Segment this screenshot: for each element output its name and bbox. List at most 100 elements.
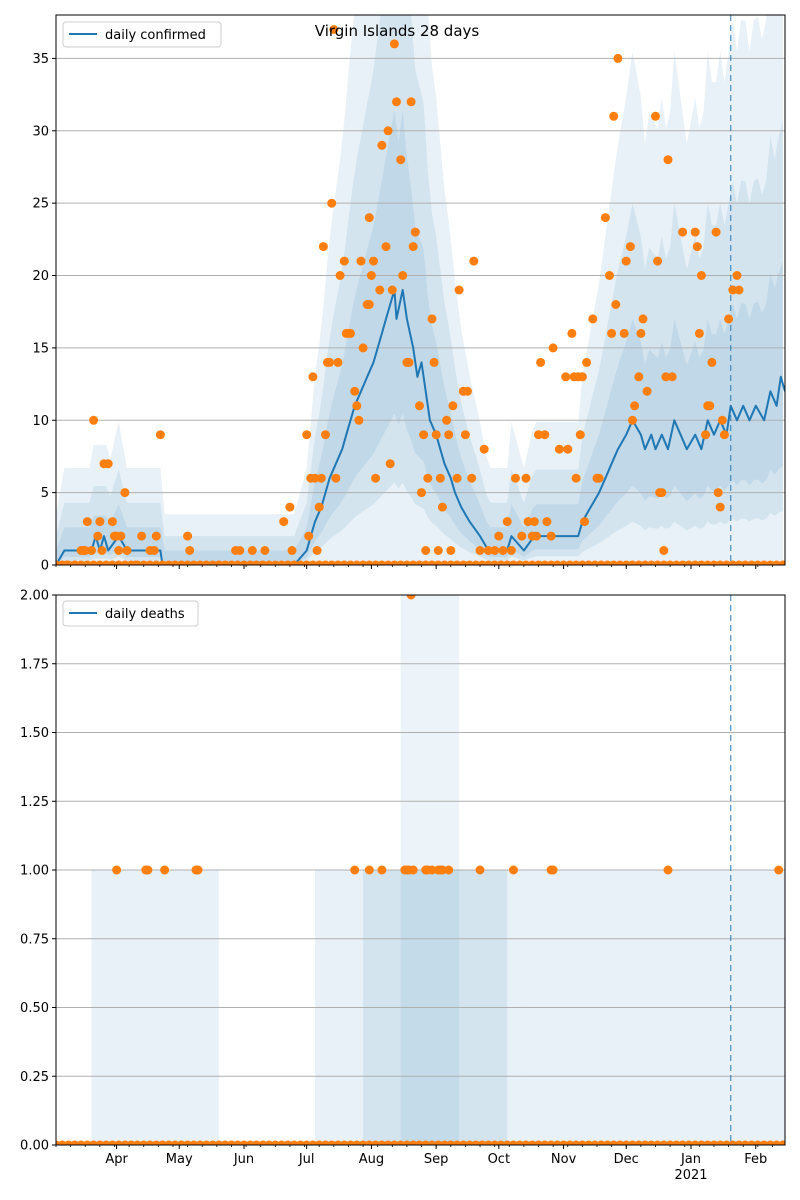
- confirmed-data-point: [582, 357, 592, 367]
- confirmed-data-point: [304, 531, 314, 541]
- confirmed-data-point: [308, 372, 318, 382]
- confirmed-data-point: [415, 401, 424, 411]
- confirmed-data-point: [444, 430, 454, 440]
- confirmed-data-point: [364, 300, 374, 309]
- confirmed-data-point: [437, 502, 447, 512]
- confirmed-data-point: [435, 473, 445, 483]
- confirmed-data-point: [575, 430, 585, 440]
- confirmed-data-point: [354, 415, 364, 425]
- deaths-legend-label: daily deaths: [105, 607, 185, 622]
- confirmed-data-point: [638, 314, 648, 324]
- deaths-data-point: [509, 865, 518, 875]
- confirmed-data-point: [719, 430, 729, 440]
- confirmed-data-point: [717, 415, 727, 425]
- deaths-data-point: [350, 865, 360, 875]
- confirmed-data-point: [657, 488, 667, 498]
- confirmed-data-point: [398, 271, 408, 280]
- deaths-y-tick-label: 1.25: [20, 795, 49, 810]
- x-tick-label-dec: Dec: [614, 1152, 639, 1167]
- confirmed-data-point: [659, 546, 669, 555]
- confirmed-data-point: [433, 546, 443, 555]
- confirmed-data-point: [385, 459, 395, 469]
- deaths-y-tick-label: 0.50: [20, 1001, 49, 1016]
- deaths-y-tick-label: 2.00: [20, 589, 49, 604]
- deaths-data-point: [112, 865, 122, 875]
- confirmed-data-point: [678, 227, 688, 237]
- confirmed-data-point: [692, 242, 702, 252]
- confirmed-data-point: [89, 415, 99, 425]
- confirmed-data-point: [314, 502, 324, 512]
- confirmed-data-point: [325, 357, 335, 367]
- confirmed-data-point: [475, 546, 485, 555]
- confirmed-data-point: [312, 546, 322, 555]
- confirmed-data-point: [421, 546, 431, 555]
- deaths-y-tick-label: 1.00: [20, 864, 49, 879]
- confirmed-data-point: [410, 227, 420, 237]
- confirmed-data-point: [335, 271, 345, 280]
- deaths-panel: 0.00 0.25 0.50 0.75 1.00 1.25 1.50 1.75 2.00 Apr…: [20, 589, 786, 1183]
- confirmed-data-point: [588, 314, 598, 324]
- confirmed-data-point: [467, 473, 477, 483]
- confirmed-data-point: [713, 488, 723, 498]
- x-tick-label-jul: Jul: [298, 1152, 315, 1167]
- deaths-legend-box: [62, 600, 199, 627]
- deaths-data-point: [774, 865, 784, 875]
- deaths-data-point: [427, 865, 437, 875]
- confirmed-y-tick-label: 0: [41, 559, 49, 574]
- confirmed-data-point: [381, 242, 391, 252]
- confirmed-x-ticks: [55, 565, 773, 569]
- confirmed-data-point: [546, 531, 556, 541]
- confirmed-legend-label: daily confirmed: [105, 28, 206, 43]
- confirmed-data-point: [460, 430, 470, 440]
- confirmed-data-point: [628, 415, 637, 425]
- confirmed-data-point: [580, 517, 589, 527]
- confirmed-data-point: [625, 242, 635, 252]
- deaths-y-tick-label: 0.25: [20, 1070, 49, 1085]
- confirmed-data-point: [116, 531, 126, 541]
- confirmed-data-point: [498, 546, 508, 555]
- confirmed-data-point: [130, 560, 140, 565]
- confirmed-data-point: [594, 473, 604, 483]
- confirmed-data-point: [137, 531, 147, 541]
- confirmed-data-point: [279, 517, 289, 527]
- confirmed-legend-box: [62, 21, 222, 48]
- confirmed-data-point: [247, 546, 257, 555]
- confirmed-data-point: [114, 546, 124, 555]
- confirmed-data-point: [653, 256, 663, 266]
- confirmed-data-point: [563, 444, 573, 454]
- confirmed-data-point: [149, 546, 159, 555]
- confirmed-data-point: [429, 357, 439, 367]
- confirmed-data-point: [619, 328, 629, 338]
- confirmed-data-point: [358, 343, 368, 353]
- confirmed-data-point: [705, 401, 715, 411]
- confirmed-data-point: [542, 517, 552, 527]
- confirmed-data-point: [302, 430, 312, 440]
- confirmed-data-point: [711, 227, 721, 237]
- confirmed-data-point: [636, 328, 646, 338]
- confirmed-points-layer: [56, 25, 785, 565]
- confirmed-data-point: [531, 531, 541, 541]
- confirmed-data-point: [316, 473, 326, 483]
- confirmed-data-point: [346, 328, 355, 338]
- confirmed-data-point: [392, 97, 401, 107]
- confirmed-data-point: [690, 227, 700, 237]
- confirmed-data-point: [339, 256, 349, 266]
- confirmed-data-point: [529, 517, 539, 527]
- deaths-y-axis: 0.00 0.25 0.50 0.75 1.00 1.25 1.50 1.75 2.00: [20, 589, 56, 1154]
- confirmed-data-point: [442, 415, 452, 425]
- confirmed-data-point: [696, 271, 706, 280]
- deaths-data-point: [663, 865, 673, 875]
- confirmed-y-axis: 0 5 10 15 20 25 30 35: [32, 52, 56, 574]
- confirmed-data-point: [448, 401, 458, 411]
- confirmed-y-tick-label: 15: [32, 341, 49, 356]
- confirmed-data-point: [371, 473, 381, 483]
- deaths-zero-point: [778, 1140, 785, 1145]
- confirmed-data-point: [554, 444, 564, 454]
- confirmed-data-point: [534, 430, 543, 440]
- confirmed-data-point: [502, 517, 512, 527]
- confirmed-data-point: [561, 372, 571, 382]
- confirmed-data-point: [446, 546, 456, 555]
- confirmed-data-point: [406, 97, 416, 107]
- deaths-legend: daily deaths: [62, 600, 199, 627]
- confirmed-data-point: [611, 300, 621, 309]
